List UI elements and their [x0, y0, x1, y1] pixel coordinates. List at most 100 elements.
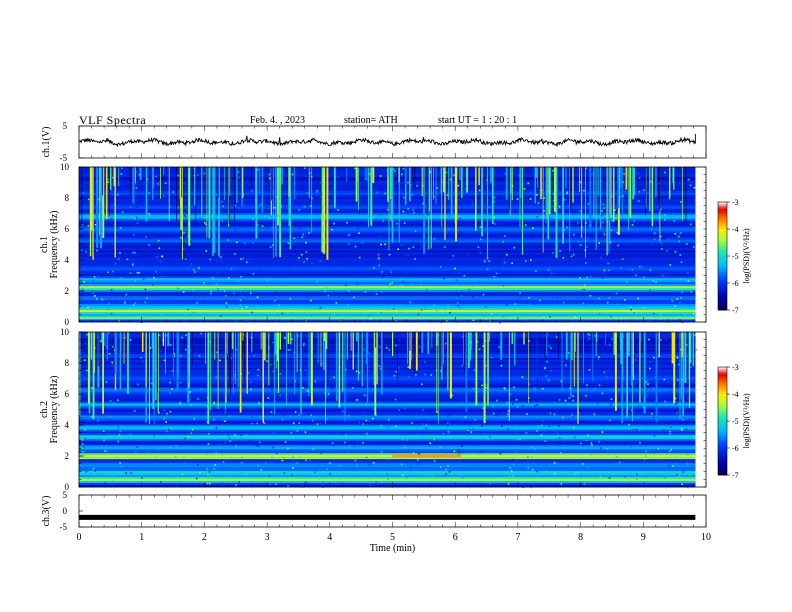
- spectrogram-row: [79, 296, 696, 299]
- spectrogram-speckle: [382, 219, 384, 222]
- spectrogram-speckle: [136, 254, 138, 256]
- spectrogram-speckle: [495, 414, 498, 417]
- spectrogram-speckle: [160, 481, 162, 483]
- spectrogram-speckle: [165, 259, 167, 262]
- colorbar-step: [718, 435, 727, 438]
- spectrogram-speckle: [459, 262, 462, 264]
- colorbar-step: [718, 268, 727, 271]
- spectrogram-speckle: [653, 452, 656, 454]
- colorbar-step: [718, 221, 727, 224]
- spectrogram-speckle: [690, 291, 693, 293]
- spectrogram-speckle: [430, 374, 433, 376]
- spectrogram-speckle: [447, 414, 449, 417]
- spectrogram-speckle: [161, 221, 163, 224]
- spectrogram-speckle: [547, 477, 549, 479]
- colorbar-step: [718, 473, 727, 476]
- spectrogram-speckle: [503, 261, 506, 264]
- spectrogram-speckle: [431, 417, 433, 420]
- spectrogram-speckle: [271, 456, 273, 459]
- spectrogram-speckle: [83, 281, 86, 283]
- spectrogram-row: [79, 298, 696, 301]
- spectrogram-speckle: [300, 253, 303, 256]
- spectrogram-speckle: [122, 255, 124, 257]
- spectrogram-speckle: [399, 272, 402, 275]
- spectrogram-speckle: [655, 281, 657, 284]
- spectrogram-row: [79, 433, 696, 436]
- spectrogram-speckle: [183, 463, 186, 465]
- spectrogram-speckle: [418, 453, 420, 455]
- spectrogram-speckle: [534, 405, 536, 407]
- spectrogram-speckle: [458, 271, 460, 274]
- spectrogram-speckle: [98, 198, 100, 200]
- spectrogram-speckle: [364, 291, 367, 293]
- spectrogram-speckle: [470, 385, 472, 388]
- spectrogram-speckle: [429, 442, 432, 444]
- spectrogram-speckle: [504, 441, 507, 444]
- spectrogram-speckle: [390, 271, 392, 273]
- spectrogram-speckle: [239, 434, 242, 436]
- spectrogram-speckle: [567, 403, 570, 405]
- spectrogram-speckle: [398, 367, 400, 369]
- spectrogram-speckle: [504, 311, 506, 313]
- colorbar-tick-label: -3: [732, 198, 739, 207]
- spectrogram-speckle: [653, 238, 656, 240]
- orange-patch: [392, 454, 462, 458]
- spectrogram-speckle: [171, 370, 174, 372]
- spectrogram-speckle: [306, 250, 309, 253]
- spectrogram-speckle: [401, 438, 403, 441]
- spectrogram-speckle: [669, 300, 671, 303]
- spectrogram-speckle: [460, 295, 463, 297]
- spectrogram-speckle: [620, 267, 623, 269]
- spectrogram-row: [79, 228, 696, 231]
- spectrogram-speckle: [428, 333, 431, 335]
- spectrogram-speckle: [583, 284, 586, 286]
- spectrogram-row: [79, 252, 696, 255]
- spectrogram-speckle: [233, 186, 235, 188]
- y-tick-label: 5: [63, 121, 68, 131]
- spectrogram-speckle: [103, 439, 105, 442]
- spectrogram-speckle: [327, 393, 330, 396]
- spectrogram-speckle: [253, 354, 255, 357]
- spectrogram-speckle: [503, 387, 505, 389]
- colorbar-step: [718, 304, 727, 307]
- spectrogram-speckle: [381, 291, 383, 293]
- spectrogram-speckle: [306, 192, 309, 194]
- spectrogram-speckle: [326, 412, 329, 415]
- spectrogram-speckle: [98, 241, 100, 244]
- spectrogram-speckle: [209, 482, 211, 485]
- spectrogram-speckle: [298, 400, 300, 403]
- colorbar-step: [718, 261, 727, 264]
- spectrogram-speckle: [119, 277, 122, 280]
- spectrogram-speckle: [186, 463, 189, 465]
- spectrogram-speckle: [455, 296, 458, 299]
- spectrogram-row: [79, 483, 696, 486]
- spectrogram-speckle: [679, 232, 682, 234]
- spectrogram-speckle: [180, 355, 182, 357]
- spectrogram-speckle: [159, 260, 162, 263]
- spectrogram-speckle: [471, 202, 474, 205]
- spectrogram-speckle: [292, 467, 294, 469]
- spectrogram-speckle: [365, 419, 368, 422]
- spectrogram-speckle: [530, 191, 532, 194]
- spectrogram-speckle: [530, 486, 532, 489]
- spectrogram-speckle: [160, 314, 163, 316]
- spectrogram-speckle: [284, 337, 286, 340]
- spectrogram-speckle: [83, 450, 86, 452]
- spectrogram-speckle: [352, 231, 355, 234]
- spectrogram-speckle: [257, 464, 259, 467]
- spectrogram-speckle: [254, 485, 256, 488]
- spectrogram-speckle: [207, 433, 210, 435]
- spectrogram-row: [79, 469, 696, 472]
- spectrogram-speckle: [262, 180, 264, 183]
- y-tick-label: 2: [65, 286, 70, 296]
- spectrogram-row: [79, 471, 696, 474]
- spectrogram-speckle: [680, 296, 682, 299]
- colorbar-step: [718, 368, 727, 371]
- spectrogram-speckle: [81, 451, 84, 453]
- spectrogram-speckle: [668, 390, 671, 393]
- spectrogram-speckle: [258, 441, 261, 444]
- colorbar-step: [718, 372, 727, 375]
- spectrogram-speckle: [623, 173, 625, 175]
- spectrogram-speckle: [586, 276, 588, 279]
- spectrogram-speckle: [112, 403, 114, 405]
